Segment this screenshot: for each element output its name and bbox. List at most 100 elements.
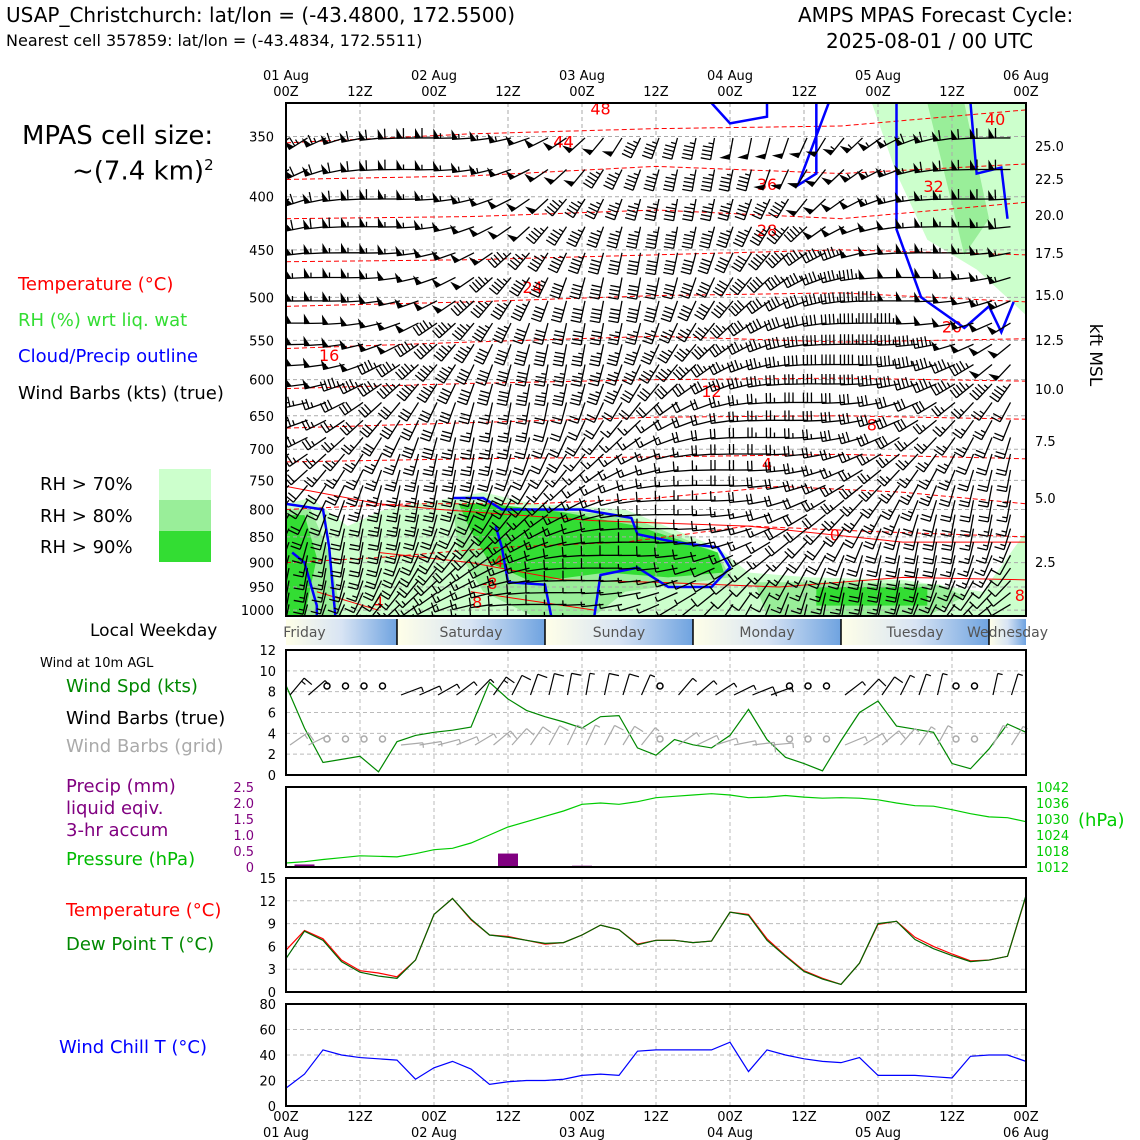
wind-barb-feather xyxy=(402,408,412,415)
wind-barb-feather xyxy=(684,206,695,210)
wind-barb-half xyxy=(780,252,785,258)
wind-barb-feather xyxy=(864,395,868,406)
wind-barb-staff xyxy=(678,677,694,696)
wind-barb-feather xyxy=(528,233,537,242)
wind-barb-feather xyxy=(990,569,1001,576)
wind-barb-feather xyxy=(635,491,638,502)
wind-barb-half xyxy=(465,324,471,329)
wind-barb-feather xyxy=(782,499,788,510)
temperature-contour xyxy=(286,249,1026,263)
wind-barb-half xyxy=(586,462,591,467)
weekday-label-1: Saturday xyxy=(439,625,502,641)
wind-barb-feather xyxy=(690,536,694,547)
wind-barb-half xyxy=(473,571,478,577)
wind-barb-feather xyxy=(691,351,699,360)
wind-barb-flag xyxy=(988,159,995,170)
wind-barb-feather xyxy=(493,360,504,366)
wind-barb-feather xyxy=(552,341,563,346)
wind-barb-feather xyxy=(381,590,391,597)
wind-barb-feather xyxy=(879,377,883,388)
wind-barb-staff xyxy=(290,469,308,486)
wind-barb-flag xyxy=(820,203,831,212)
wind-barb-feather xyxy=(883,546,894,551)
temperature-contour-label: 8 xyxy=(867,416,877,435)
wind-barb-staff xyxy=(340,198,364,201)
wind-barb-feather xyxy=(512,470,523,476)
wind-barb-feather xyxy=(346,161,349,172)
wind-barb-feather xyxy=(883,355,887,367)
wind-barb-feather xyxy=(652,421,659,431)
wind-barb-flag xyxy=(468,196,478,207)
wind-barb-half xyxy=(602,486,606,492)
wind-barb-feather xyxy=(920,598,931,603)
wind-barb-half xyxy=(373,382,378,388)
wind-barb-staff xyxy=(359,168,382,172)
wind-barb-feather xyxy=(690,368,698,378)
temperature-contour xyxy=(286,109,1026,144)
wind-barb-feather xyxy=(948,366,956,377)
wind-barb-half xyxy=(455,574,460,579)
wind-barb-feather xyxy=(974,453,985,459)
wind-barb-feather xyxy=(559,725,569,732)
wind-barb-feather xyxy=(690,430,694,441)
wind-barb-feather xyxy=(549,202,558,211)
wind-barb-feather xyxy=(682,184,693,188)
wind-barb-feather xyxy=(423,485,434,489)
wind-barb-feather xyxy=(918,608,929,614)
wind-barb-feather xyxy=(487,585,490,596)
wind-barb-half xyxy=(372,496,379,500)
wind-barb-half xyxy=(274,274,275,279)
wind-barb-feather xyxy=(323,441,332,451)
wind-barb-flag xyxy=(286,292,292,302)
wind-barb-feather xyxy=(859,435,866,445)
wind-barb-feather xyxy=(881,510,892,517)
wind-barb-flag xyxy=(914,267,921,278)
wind-barb-feather xyxy=(922,529,933,533)
wind-barb-feather xyxy=(920,517,931,522)
wind-barb-feather xyxy=(730,604,740,612)
wind-barb-staff xyxy=(317,514,327,536)
wind-barb-flag xyxy=(601,151,614,157)
chill-tick-label: 80 xyxy=(259,998,276,1013)
wind-barb-feather xyxy=(626,315,637,320)
wind-barb-staff xyxy=(377,137,401,140)
wind-barb-feather xyxy=(460,435,471,439)
wind-barb-half xyxy=(744,229,750,233)
wind-barb-staff xyxy=(487,437,494,460)
wind-barb-feather xyxy=(579,509,583,521)
wind-barb-feather xyxy=(994,546,1005,551)
wind-barb-half xyxy=(713,557,718,563)
wind-barb-feather xyxy=(511,286,521,294)
wind-barb-staff xyxy=(503,469,512,491)
wind-barb-feather xyxy=(459,299,468,309)
wind-barb-feather xyxy=(441,388,452,394)
wind-barb-staff xyxy=(997,383,1012,403)
wind-barb-feather xyxy=(719,209,730,214)
wind-barb-feather xyxy=(975,471,986,476)
wind-barb-feather xyxy=(423,468,434,473)
wind-barb-half xyxy=(275,527,279,530)
wind-barb-feather xyxy=(441,500,452,504)
wind-barb-feather xyxy=(708,365,715,375)
wind-barb-staff xyxy=(419,740,442,746)
wind-barb-half xyxy=(836,249,839,256)
wind-barb-half xyxy=(864,736,868,742)
wind-barb-half xyxy=(910,339,913,345)
wind-barb-staff xyxy=(474,678,491,696)
wind-barb-feather xyxy=(957,128,960,140)
wind-barb-feather xyxy=(413,587,422,597)
wind-barb-feather xyxy=(550,290,561,296)
wind-barb-feather xyxy=(734,377,739,388)
wind-barb-feather xyxy=(423,504,434,508)
wind-barb-staff xyxy=(784,604,790,616)
wind-barb-feather xyxy=(421,410,432,416)
wind-barb-half xyxy=(888,509,894,514)
wind-barb-feather xyxy=(782,278,789,288)
wind-barb-feather xyxy=(422,528,433,533)
wind-barb-feather xyxy=(785,276,792,287)
wind-barb-feather xyxy=(940,380,947,390)
wind-barb-feather xyxy=(364,486,375,492)
wind-barb-staff xyxy=(397,300,419,309)
wind-barb-half xyxy=(929,340,932,346)
wind-barb-staff xyxy=(652,169,660,191)
